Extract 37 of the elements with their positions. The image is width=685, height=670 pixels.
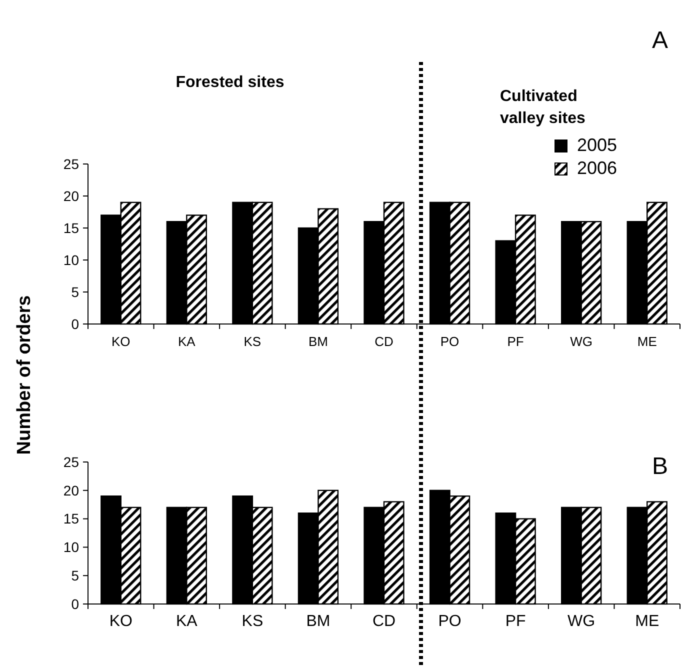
y-tick-label: 15 [63, 510, 80, 527]
x-tick-label: KO [109, 613, 132, 630]
chart-title: B [652, 453, 668, 480]
x-tick-label: KS [244, 334, 262, 349]
text: Cultivated valley sites [500, 88, 586, 127]
x-tick-label: BM [306, 613, 330, 630]
y-tick-label: 25 [63, 156, 80, 172]
legend-label: 2006 [577, 158, 618, 178]
x-tick-label: BM [308, 334, 328, 349]
y-tick-label: 20 [63, 188, 80, 204]
x-tick-label: PF [505, 613, 526, 630]
legend-label: 2005 [577, 135, 618, 155]
x-tick-label: KO [111, 334, 130, 349]
x-tick-label: KS [242, 613, 264, 630]
y-tick-label: 20 [63, 482, 80, 498]
y-tick-label: 10 [63, 539, 80, 556]
x-tick-label: WG [568, 613, 596, 630]
chart-title: A [652, 27, 668, 54]
x-tick-label: PO [438, 613, 462, 630]
y-tick-label: 5 [71, 284, 80, 300]
x-tick-label: CD [372, 613, 396, 630]
text: Forested sites [176, 74, 284, 91]
y-tick-label: 0 [71, 596, 80, 612]
y-tick-label: 5 [71, 568, 80, 584]
x-tick-label: KA [176, 613, 198, 630]
x-tick-label: ME [635, 613, 660, 630]
x-tick-label: PF [507, 334, 524, 349]
y-axis-title: Number of orders [14, 295, 35, 455]
x-tick-label: WG [570, 334, 593, 349]
y-tick-label: 25 [63, 454, 80, 470]
y-tick-label: 10 [63, 252, 80, 268]
x-tick-label: ME [637, 334, 658, 349]
x-tick-label: PO [440, 334, 460, 349]
y-tick-label: 0 [71, 316, 80, 332]
x-tick-label: KA [178, 334, 196, 349]
x-tick-label: CD [374, 334, 394, 349]
y-tick-label: 15 [63, 220, 80, 236]
